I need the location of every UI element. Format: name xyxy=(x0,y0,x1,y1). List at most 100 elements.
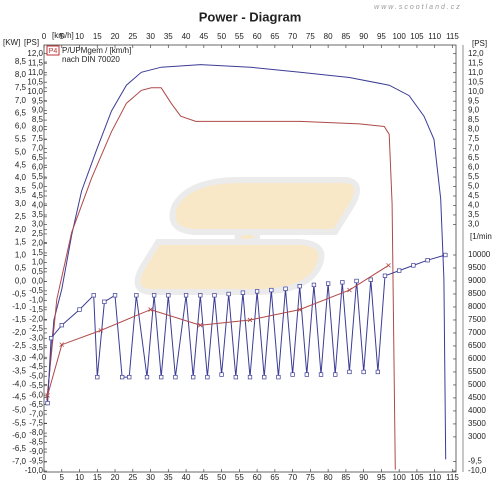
point-marker xyxy=(151,293,157,298)
x-tick-label: 50 xyxy=(217,32,226,41)
rpm-tick-label: 6000 xyxy=(468,354,486,363)
kw-tick-label: 3,0 xyxy=(15,199,27,208)
kw-tick-label: -5,5 xyxy=(12,418,26,427)
kw-tick-label: 7,5 xyxy=(15,83,27,92)
point-marker xyxy=(425,258,430,263)
kw-tick-label: 5,0 xyxy=(15,147,27,156)
ps-tick-label: -0,5 xyxy=(29,286,43,295)
kw-tick-label: -5,0 xyxy=(12,405,26,414)
point-marker xyxy=(340,280,345,285)
ps_right-tick-label: 9,5 xyxy=(468,96,480,105)
x-tick-label: 10 xyxy=(75,32,84,41)
x-tick-label: 65 xyxy=(270,473,279,482)
ps_right-tick-label: 10,0 xyxy=(468,87,484,96)
point-marker xyxy=(127,374,132,380)
point-marker xyxy=(240,290,246,295)
ps-right-axis-label: [PS] xyxy=(472,39,487,48)
point-marker xyxy=(368,277,373,282)
x-tick-label: 30 xyxy=(146,32,155,41)
point-marker xyxy=(59,342,65,347)
point-marker xyxy=(304,372,309,377)
rpm-tick-label: 3000 xyxy=(468,432,486,441)
ps-tick-label: 4,5 xyxy=(32,191,44,200)
x-tick-label: 40 xyxy=(182,32,191,41)
x-tick-label: 80 xyxy=(324,473,333,482)
kw-tick-label: 5,5 xyxy=(15,135,27,144)
x-tick-label: 95 xyxy=(377,473,386,482)
point-marker xyxy=(269,287,274,293)
point-marker xyxy=(297,284,302,289)
rpm-tick-label: 4000 xyxy=(468,406,486,415)
point-marker xyxy=(98,328,104,333)
ps-tick-label: 9,0 xyxy=(32,106,44,115)
ps-tick-label: -8,0 xyxy=(29,428,43,437)
point-marker xyxy=(443,252,448,258)
ps-tick-label: 10,0 xyxy=(27,87,43,96)
ps-tick-label: 8,5 xyxy=(32,115,44,124)
rpm-tick-label: 10000 xyxy=(468,250,491,259)
rpm-tick-label: 7500 xyxy=(468,315,486,324)
ps-tick-label: -1,0 xyxy=(29,295,43,304)
point-marker xyxy=(226,291,231,297)
point-marker xyxy=(173,374,178,380)
kw-tick-label: -4,5 xyxy=(12,393,26,402)
ps-tick-label: 1,0 xyxy=(32,257,44,266)
point-marker xyxy=(375,369,381,375)
point-marker xyxy=(333,372,338,377)
x-tick-label: 30 xyxy=(146,473,155,482)
x-tick-label: 85 xyxy=(341,473,350,482)
x-tick-label: 80 xyxy=(324,32,333,41)
plot-frame xyxy=(43,44,457,473)
point-marker xyxy=(347,369,352,375)
kw-tick-label: 2,5 xyxy=(15,212,27,221)
kw-tick-label: -6,5 xyxy=(12,444,26,453)
ps-tick-label: -5,5 xyxy=(29,381,43,390)
kw-tick-label: -6,0 xyxy=(12,431,26,440)
x-tick-label: 40 xyxy=(182,473,191,482)
ps-tick-label: -9,5 xyxy=(29,457,43,466)
rpm-tick-label: 8000 xyxy=(468,302,486,311)
x-tick-label: 50 xyxy=(217,473,226,482)
point-marker xyxy=(102,299,107,304)
x-tick-label: 100 xyxy=(392,32,406,41)
legend-text: P/UPMgem / [km/h] xyxy=(62,46,131,55)
point-marker xyxy=(148,307,153,312)
ps_right-tick-label: 7,5 xyxy=(468,134,480,143)
point-marker xyxy=(382,273,388,278)
kw-tick-label: 4,0 xyxy=(15,173,27,182)
x-tick-label: 35 xyxy=(164,32,173,41)
x-tick-label: 45 xyxy=(199,473,208,482)
x-tick-label: 55 xyxy=(235,32,244,41)
ps-tick-label: 2,0 xyxy=(32,239,44,248)
x-tick-label: 110 xyxy=(428,473,441,482)
kw-tick-label: -2,0 xyxy=(12,328,26,337)
ps-tick-label: 7,5 xyxy=(32,134,44,143)
kw-tick-label: 8,0 xyxy=(15,70,27,79)
x-tick-label: 15 xyxy=(93,473,102,482)
chart-title: Power - Diagram xyxy=(199,9,302,24)
ps-tick-label: -5,0 xyxy=(29,371,43,380)
point-marker xyxy=(212,293,217,298)
point-marker xyxy=(198,293,203,298)
kw-tick-label: 6,0 xyxy=(15,122,27,131)
x-tick-label: 90 xyxy=(359,473,368,482)
ps-tick-label: 5,5 xyxy=(32,172,44,181)
point-marker xyxy=(283,286,288,291)
x-tick-label: 60 xyxy=(253,473,262,482)
rpm-tick-label: 5500 xyxy=(468,367,486,376)
point-marker xyxy=(233,374,238,380)
ps-tick-label: -7,0 xyxy=(29,409,43,418)
x-tick-label: 75 xyxy=(306,473,315,482)
x-tick-label: 85 xyxy=(341,32,350,41)
kw-tick-label: 8,5 xyxy=(15,57,27,66)
ps-tick-label: 8,0 xyxy=(32,125,44,134)
kw-tick-label: -3,0 xyxy=(12,354,26,363)
x-tick-label: 20 xyxy=(111,473,120,482)
ps-tick-label: 0,5 xyxy=(32,267,44,276)
ps-tick-label: -2,5 xyxy=(29,324,43,333)
point-marker xyxy=(290,372,295,377)
rpm-tick-label: 7000 xyxy=(468,328,486,337)
ps-tick-label: 11,5 xyxy=(28,58,44,67)
ps_right-tick-label: 8,0 xyxy=(468,125,480,134)
point-marker xyxy=(48,336,54,341)
